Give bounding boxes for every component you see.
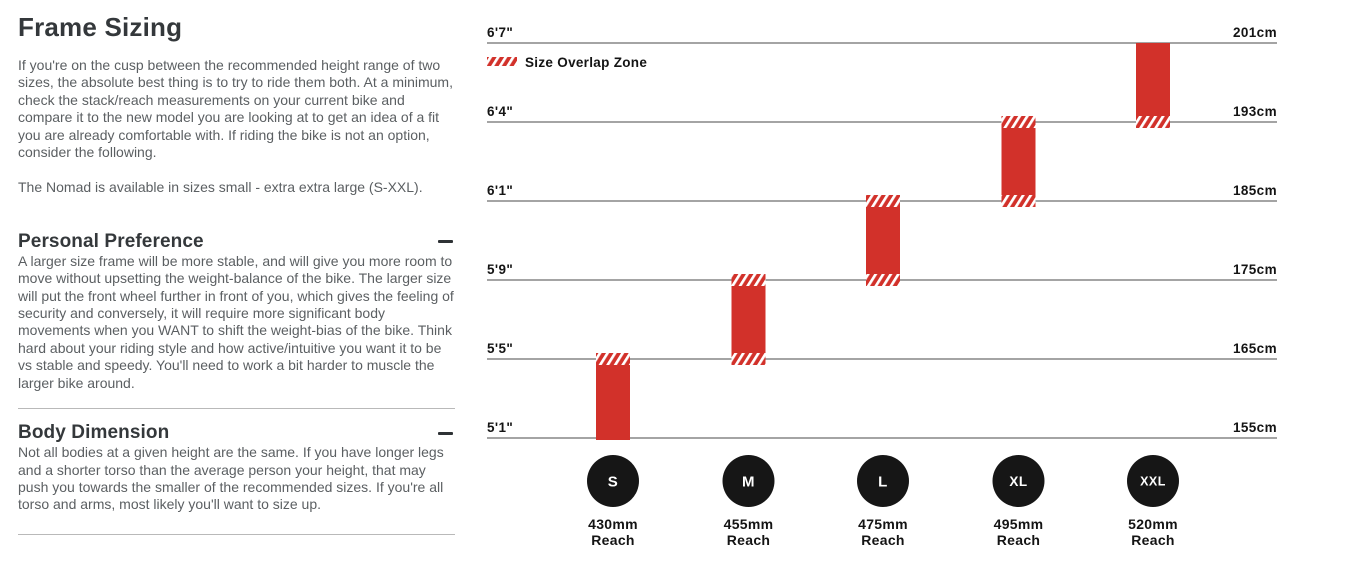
height-label-cm: 165cm — [1233, 341, 1277, 356]
minus-icon — [438, 431, 453, 435]
height-label-imperial: 6'1" — [487, 183, 513, 198]
reach-caption-xxl: Reach — [1131, 532, 1175, 548]
minus-icon — [438, 240, 453, 244]
section-title-personal-preference: Personal Preference — [18, 230, 204, 252]
section-body-personal-preference: A larger size frame will be more stable,… — [18, 252, 454, 391]
reach-value-m: 455mm — [724, 516, 774, 532]
page-title: Frame Sizing — [18, 12, 183, 42]
height-label-imperial: 5'1" — [487, 420, 513, 435]
section-header-body-dimension: Body Dimension — [18, 422, 455, 444]
reach-value-l: 475mm — [858, 516, 908, 532]
overlap-zone-top-l — [866, 195, 900, 207]
reach-caption-m: Reach — [727, 532, 771, 548]
overlap-zone-bottom-xxl — [1136, 116, 1170, 128]
reach-value-s: 430mm — [588, 516, 638, 532]
reach-value-xl: 495mm — [994, 516, 1044, 532]
size-badge-label-xxl: XXL — [1140, 475, 1166, 489]
article-column: Frame Sizing If you're on the cusp betwe… — [18, 0, 455, 535]
overlap-zone-bottom-m — [731, 353, 766, 365]
height-label-imperial: 6'7" — [487, 25, 513, 40]
overlap-zone-top-m — [731, 274, 766, 286]
overlap-zone-bottom-l — [866, 274, 900, 286]
size-badge-label-xl: XL — [1009, 474, 1027, 489]
size-range-bar-xxl — [1136, 43, 1170, 128]
size-badge-xxl — [1127, 455, 1179, 507]
intro-paragraph: If you're on the cusp between the recomm… — [18, 57, 453, 161]
section-body-body-dimension: Not all bodies at a given height are the… — [18, 444, 444, 513]
height-label-cm: 175cm — [1233, 262, 1277, 277]
height-label-cm: 185cm — [1233, 183, 1277, 198]
size-badge-label-l: L — [878, 473, 888, 490]
reach-value-xxl: 520mm — [1128, 516, 1178, 532]
overlap-zone-top-xl — [1001, 116, 1036, 128]
height-label-cm: 155cm — [1233, 420, 1277, 435]
size-range-bar-m — [731, 274, 766, 365]
section-header-personal-preference: Personal Preference — [18, 231, 455, 253]
section-divider — [18, 408, 455, 410]
legend-swatch-overlap-zone-icon — [487, 57, 517, 66]
height-label-cm: 201cm — [1233, 25, 1277, 40]
size-badge-m — [722, 455, 775, 507]
size-badge-l — [857, 455, 909, 507]
section-divider — [18, 533, 455, 535]
overlap-zone-top-s — [596, 353, 630, 365]
legend-label: Size Overlap Zone — [525, 55, 647, 70]
height-label-cm: 193cm — [1233, 104, 1277, 119]
size-badge-s — [587, 455, 639, 507]
size-range-bar-s — [596, 353, 630, 440]
reach-caption-xl: Reach — [997, 532, 1041, 548]
size-badge-label-m: M — [742, 473, 755, 490]
frame-size-chart: 6'7" 201cm 6'4" 193cm 6'1" 185cm 5'9" 175cm 5'5"… — [487, 0, 1279, 584]
section-title-body-dimension: Body Dimension — [18, 422, 170, 444]
reach-caption-l: Reach — [861, 532, 905, 548]
size-range-bar-l — [866, 195, 900, 286]
size-range-bar-xl — [1001, 116, 1036, 207]
overlap-zone-bottom-xl — [1001, 195, 1036, 207]
height-label-imperial: 6'4" — [487, 104, 513, 119]
collapse-toggle-personal-preference[interactable] — [436, 235, 455, 248]
reach-caption-s: Reach — [591, 532, 635, 548]
height-label-imperial: 5'5" — [487, 341, 513, 356]
availability-note: The Nomad is available in sizes small - … — [18, 179, 423, 196]
size-badge-label-s: S — [608, 473, 619, 490]
size-badge-xl — [992, 455, 1045, 507]
height-label-imperial: 5'9" — [487, 262, 513, 277]
size-chart-svg: 6'7" 201cm 6'4" 193cm 6'1" 185cm 5'9" 175cm 5'5"… — [487, 25, 1277, 548]
collapse-toggle-body-dimension[interactable] — [436, 427, 455, 440]
